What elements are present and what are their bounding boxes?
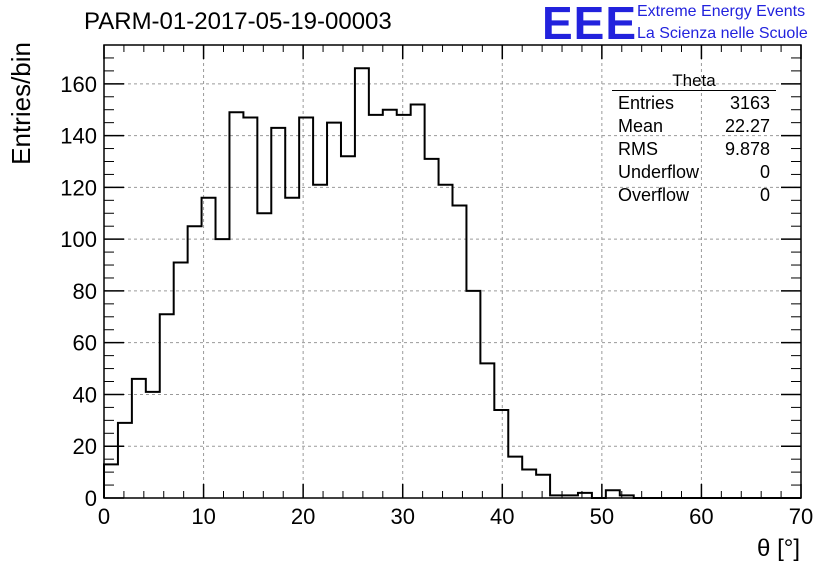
y-tick-label: 160 [60, 72, 97, 97]
histogram-bin [508, 457, 522, 498]
stats-row-entries: Entries 3163 [612, 92, 776, 115]
histogram-bin [355, 68, 369, 498]
stats-value: 0 [759, 162, 770, 182]
stats-row-rms: RMS 9.878 [612, 138, 776, 161]
y-tick-label: 40 [73, 382, 97, 407]
stats-value: 9.878 [724, 139, 770, 159]
histogram-bin [606, 490, 620, 498]
y-tick-label: 20 [73, 434, 97, 459]
histogram-bin [160, 314, 174, 498]
histogram-bin [146, 392, 160, 498]
histogram-bin [285, 198, 299, 498]
histogram-bin [494, 410, 508, 498]
y-tick-label: 120 [60, 175, 97, 200]
histogram-bin [118, 423, 132, 498]
x-tick-label: 0 [98, 504, 110, 529]
histogram-bin [522, 470, 536, 498]
stats-row-underflow: Underflow 0 [612, 161, 776, 184]
y-axis-label: Entries/bin [6, 42, 36, 165]
y-tick-label: 0 [85, 486, 97, 511]
histogram-bin [453, 205, 467, 498]
stats-title: Theta [612, 72, 776, 91]
histogram-bin [132, 379, 146, 498]
x-axis-label: θ [°] [757, 535, 800, 562]
histogram-bin [383, 110, 397, 498]
eee-logo: EEE [542, 0, 638, 49]
histogram-bin [327, 123, 341, 498]
x-tick-label: 30 [390, 504, 414, 529]
histogram-bin [174, 262, 188, 498]
plot-frame [103, 44, 802, 499]
y-tick-label: 80 [73, 279, 97, 304]
stats-value: 0 [759, 185, 770, 205]
stats-label: Overflow [618, 185, 690, 205]
histogram-bin [313, 185, 327, 498]
stats-row-mean: Mean 22.27 [612, 115, 776, 138]
y-tick-label: 100 [60, 227, 97, 252]
histogram-outline [103, 67, 801, 499]
histogram-bin [341, 156, 355, 498]
histogram-bin [104, 464, 118, 498]
x-tick-label: 70 [789, 504, 813, 529]
histogram-bin [216, 239, 230, 498]
stats-label: Underflow [618, 162, 700, 182]
y-tick-label: 60 [73, 331, 97, 356]
chart-title: PARM-01-2017-05-19-00003 [84, 8, 392, 35]
x-tick-label: 40 [490, 504, 514, 529]
tick-labels: 0 10 20 30 40 50 60 70 0 20 40 60 80 100 120 140 160 [60, 72, 813, 529]
histogram-bin [536, 475, 550, 498]
logo-tagline-2: La Scienza nelle Scuole [637, 25, 808, 42]
histogram-bin [257, 213, 271, 498]
stats-label: Entries [618, 93, 675, 113]
histogram-bin [229, 112, 243, 498]
stats-label: Mean [618, 116, 664, 136]
x-tick-label: 50 [590, 504, 614, 529]
histogram-bin [425, 159, 439, 498]
y-tick-label: 140 [60, 124, 97, 149]
histogram-bin [243, 117, 257, 498]
x-tick-label: 10 [191, 504, 215, 529]
stats-box: Theta Entries 3163 Mean 22.27 RMS 9.878 … [612, 72, 776, 207]
stats-value: 3163 [729, 93, 770, 113]
logo-tagline-1: Extreme Energy Events [637, 3, 806, 20]
stats-row-overflow: Overflow 0 [612, 184, 776, 207]
histogram-bin [397, 115, 411, 498]
histogram-bins [104, 68, 634, 498]
histogram-bin [411, 105, 425, 498]
histogram-bin [299, 117, 313, 498]
histogram-bin [480, 363, 494, 498]
x-tick-label: 60 [689, 504, 713, 529]
histogram-bin [271, 128, 285, 498]
axis-ticks [103, 45, 802, 499]
x-tick-label: 20 [291, 504, 315, 529]
stats-label: RMS [618, 139, 658, 159]
stats-value: 22.27 [724, 116, 770, 136]
histogram-bin [188, 226, 202, 498]
histogram-bin [369, 115, 383, 498]
histogram-bin [439, 185, 453, 498]
